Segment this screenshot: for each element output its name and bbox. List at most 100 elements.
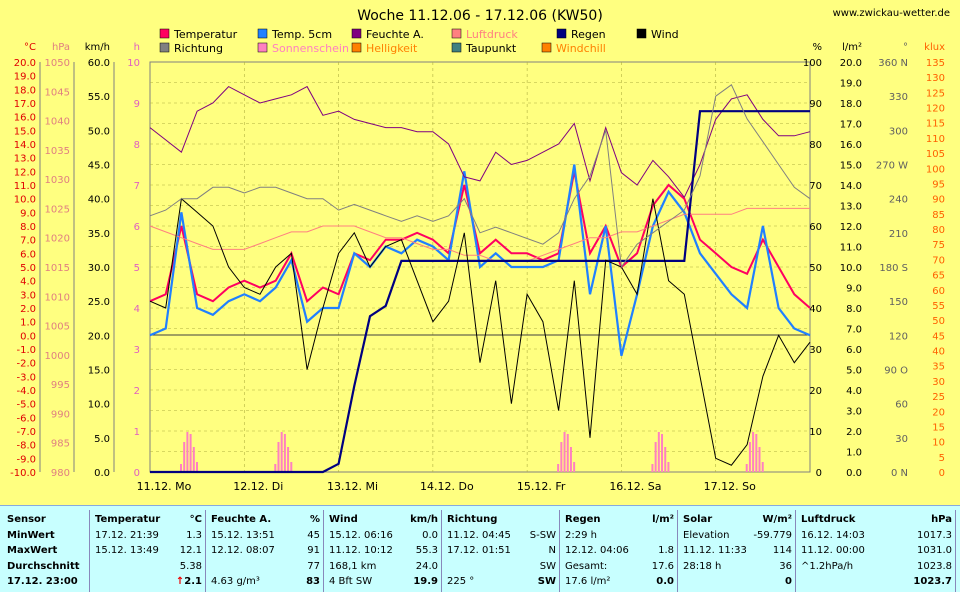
axis-tick-label: 1050: [45, 58, 70, 69]
table-row: 17.6 l/m² 0.0: [565, 574, 674, 590]
cell-value: 1023.8: [917, 559, 952, 575]
sunshine-bar: [290, 462, 293, 472]
axis-tick-label: 70: [932, 255, 945, 266]
axis-tick-label: 3: [134, 345, 140, 356]
cell-info: 12.12. 04:06: [565, 545, 629, 556]
table-row: SW: [447, 559, 556, 575]
axis-tick-label: 4.0: [20, 277, 36, 288]
legend-swatch: [351, 28, 362, 39]
axis-tick-label: 5.0: [846, 366, 862, 377]
cell-value: S-SW: [530, 528, 556, 544]
cell-value: 0.0: [422, 528, 438, 544]
axis-unit-label: °: [903, 42, 908, 53]
table-row: 15.12. 06:16 0.0: [329, 528, 438, 544]
table-row: Durchschnitt: [7, 559, 86, 575]
axis-tick-label: 2.0: [846, 427, 862, 438]
legend-swatch: [451, 42, 462, 53]
header-label: Feuchte A.: [211, 514, 272, 525]
row-label: 17.12. 23:00: [7, 576, 78, 587]
axis-tick-label: 1040: [45, 117, 70, 128]
axis-tick-label: 10.0: [840, 263, 862, 274]
value-text: S-SW: [529, 529, 556, 541]
axis-tick-label: 1045: [45, 87, 70, 98]
axis-tick-label: 30: [809, 345, 822, 356]
axis-tick-label: 360 N: [878, 58, 908, 69]
axis-tick-label: 1020: [45, 234, 70, 245]
sunshine-bar: [186, 432, 189, 472]
cell-value: 1031.0: [917, 543, 952, 559]
axis-tick-label: 330: [889, 92, 908, 103]
axis-tick-label: 19.0: [14, 72, 36, 83]
axis-tick-label: 35.0: [88, 229, 110, 240]
axis-tick-label: 25.0: [88, 297, 110, 308]
axis-unit-label: l/m²: [842, 42, 862, 53]
cell-info: 16.12. 14:03: [801, 529, 865, 541]
value-text: 1.8: [658, 545, 674, 556]
axis-tick-label: 10: [932, 438, 945, 449]
axis-tick-label: 12.0: [840, 222, 862, 233]
table-column: Luftdruck hPa 16.12. 14:03 1017.3 11.12. 00:…: [798, 510, 956, 592]
axis-tick-label: 9: [134, 99, 140, 110]
axis-tick-label: 150: [889, 297, 908, 308]
value-text: 83: [306, 576, 320, 587]
table-row: 17.12. 23:00: [7, 574, 86, 590]
cell-value: 1017.3: [917, 528, 952, 544]
axis-tick-label: 16.0: [14, 113, 36, 124]
axis-tick-label: 40.0: [88, 195, 110, 206]
legend-label: Taupunkt: [465, 42, 517, 55]
axis-tick-label: 85: [932, 210, 945, 221]
axis-tick-label: 980: [51, 468, 70, 479]
axis-tick-label: 11.0: [840, 243, 862, 254]
axis-tick-label: 60: [895, 400, 908, 411]
cell-info: 28:18 h: [683, 560, 722, 572]
axis-tick-label: 15: [932, 422, 945, 433]
legend-swatch: [159, 28, 170, 39]
axis-tick-label: 14.0: [840, 181, 862, 192]
table-header: Sensor: [7, 512, 86, 528]
axis-tick-label: -1.0: [16, 345, 36, 356]
value-text: 2.1: [184, 576, 202, 587]
header-unit: hPa: [931, 514, 952, 525]
table-row: 2:29 h: [565, 528, 674, 544]
sunshine-bar: [180, 464, 182, 472]
sunshine-bar: [287, 447, 290, 472]
cell-value: N: [549, 543, 556, 559]
x-tick-label: 15.12. Fr: [517, 480, 566, 493]
value-text: 45: [307, 529, 320, 541]
axis-tick-label: 17.0: [14, 99, 36, 110]
sunshine-bar: [761, 462, 764, 472]
axis-unit-label: °C: [24, 42, 36, 53]
sunshine-bar: [752, 432, 755, 472]
sunshine-bar: [277, 442, 280, 472]
axis-tick-label: 20.0: [88, 331, 110, 342]
legend-swatch: [351, 42, 362, 53]
table-row: 225 ° SW: [447, 574, 556, 590]
cell-info: 11.12. 11:33: [683, 545, 747, 556]
value-text: 1023.8: [917, 560, 952, 572]
legend-label: Luftdruck: [466, 28, 518, 41]
axis-tick-label: 0.0: [20, 331, 36, 342]
axis-tick-label: 4.0: [846, 386, 862, 397]
series-line-feuchte-a-: [149, 85, 811, 199]
value-text: 5.38: [179, 560, 202, 572]
axis-unit-label: klux: [924, 42, 945, 53]
sunshine-bar: [748, 442, 751, 472]
axis-tick-label: 7: [134, 181, 140, 192]
axis-tick-label: 1.0: [20, 318, 36, 329]
cell-value: 5.38: [180, 559, 202, 575]
table-row: 11.12. 04:45 S-SW: [447, 528, 556, 544]
axis-tick-label: 995: [51, 380, 70, 391]
cell-info: 12.12. 08:07: [211, 545, 275, 556]
legend-label: Richtung: [174, 42, 223, 55]
cell-value: 19.9: [413, 574, 438, 590]
legend-label: Sonnenschein: [272, 42, 349, 55]
series-line-temperatur: [149, 171, 811, 309]
axis-unit-label: %: [812, 42, 822, 53]
header-label: Solar: [683, 514, 713, 525]
value-text: 55.3: [415, 545, 438, 556]
cell-value: 24.0: [416, 559, 438, 575]
row-label: MinWert: [7, 529, 55, 541]
legend-swatch: [556, 28, 567, 39]
axis-tick-label: 14.0: [14, 140, 36, 151]
cell-info: 17.12. 01:51: [447, 545, 511, 556]
